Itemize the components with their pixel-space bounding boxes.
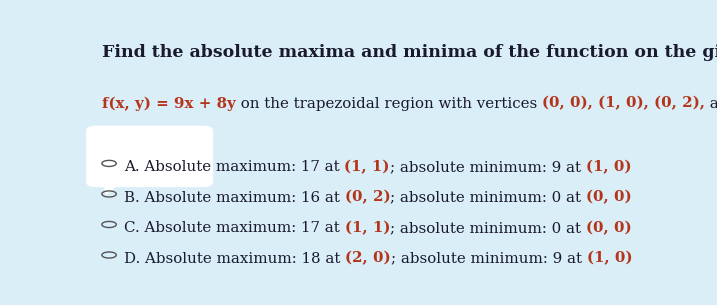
Text: and: and xyxy=(705,97,717,111)
Text: Find the absolute maxima and minima of the function on the given domain.: Find the absolute maxima and minima of t… xyxy=(102,44,717,61)
Text: f(x, y) = 9x + 8y: f(x, y) = 9x + 8y xyxy=(102,96,236,111)
Text: B. Absolute maximum: 16 at: B. Absolute maximum: 16 at xyxy=(124,191,345,205)
Text: ; absolute minimum: 9 at: ; absolute minimum: 9 at xyxy=(390,160,586,174)
Text: (0, 0): (0, 0) xyxy=(586,221,632,235)
FancyBboxPatch shape xyxy=(87,126,212,186)
Text: ; absolute minimum: 0 at: ; absolute minimum: 0 at xyxy=(390,191,586,205)
Text: (0, 0), (1, 0), (0, 2),: (0, 0), (1, 0), (0, 2), xyxy=(541,96,705,111)
Text: (0, 0): (0, 0) xyxy=(586,190,632,205)
Text: (0, 2): (0, 2) xyxy=(345,190,390,205)
Text: C. Absolute maximum: 17 at: C. Absolute maximum: 17 at xyxy=(124,221,345,235)
Text: A. Absolute maximum: 17 at: A. Absolute maximum: 17 at xyxy=(124,160,344,174)
Text: (2, 0): (2, 0) xyxy=(345,251,391,266)
Text: (1, 1): (1, 1) xyxy=(344,160,390,174)
Polygon shape xyxy=(103,182,120,194)
Text: (1, 1): (1, 1) xyxy=(345,221,390,235)
Text: ; absolute minimum: 9 at: ; absolute minimum: 9 at xyxy=(391,252,587,266)
Text: on the trapezoidal region with vertices: on the trapezoidal region with vertices xyxy=(236,97,541,111)
Text: ; absolute minimum: 0 at: ; absolute minimum: 0 at xyxy=(390,221,586,235)
Text: (1, 0): (1, 0) xyxy=(587,251,632,266)
Text: (1, 0): (1, 0) xyxy=(586,160,631,174)
Text: D. Absolute maximum: 18 at: D. Absolute maximum: 18 at xyxy=(124,252,345,266)
